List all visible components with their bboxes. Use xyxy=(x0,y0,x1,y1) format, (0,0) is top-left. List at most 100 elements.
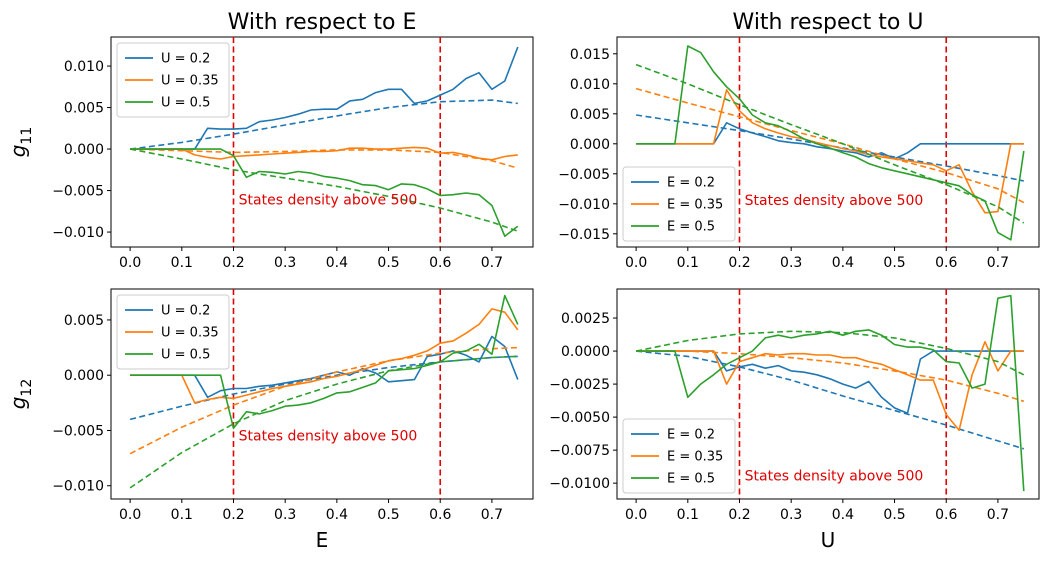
legend-label: E = 0.5 xyxy=(667,220,715,235)
x-tick-label: 0.7 xyxy=(987,255,1009,271)
plot-frame xyxy=(616,36,1040,248)
x-tick-label: 0.3 xyxy=(274,507,296,523)
fit-line-2 xyxy=(635,63,1025,224)
legend-label: E = 0.2 xyxy=(667,428,715,443)
density-annotation: States density above 500 xyxy=(745,469,924,485)
y-tick-label: −0.015 xyxy=(558,227,610,243)
y-tick-label: −0.0075 xyxy=(549,443,610,459)
x-tick-label: 0.2 xyxy=(222,507,244,523)
density-annotation: States density above 500 xyxy=(239,428,418,444)
y-tick-label: −0.010 xyxy=(52,225,104,241)
density-annotation: States density above 500 xyxy=(745,193,924,209)
y-tick-label: −0.0100 xyxy=(549,476,610,492)
legend-label: U = 0.2 xyxy=(161,52,210,67)
x-tick-label: 0.6 xyxy=(935,255,957,271)
x-tick-label: 0.4 xyxy=(326,507,348,523)
x-tick-label: 0.3 xyxy=(780,507,802,523)
series-line-1 xyxy=(130,308,519,404)
density-annotation: States density above 500 xyxy=(239,193,418,209)
y-tick-label: −0.0050 xyxy=(549,410,610,426)
x-tick-label: 0.0 xyxy=(625,507,647,523)
y-tick-label: −0.010 xyxy=(558,197,610,213)
legend-label: E = 0.35 xyxy=(667,450,723,465)
y-tick-label: 0.000 xyxy=(64,142,104,158)
series-line-2 xyxy=(636,45,1025,241)
fit-line-2 xyxy=(129,355,518,489)
x-tick-label: 0.3 xyxy=(780,255,802,271)
fit-line-0 xyxy=(636,350,1025,450)
legend-label: U = 0.2 xyxy=(161,304,210,319)
y-tick-label: 0.010 xyxy=(570,77,610,93)
y-tick-label: 0.0000 xyxy=(561,344,610,360)
x-tick-label: 0.5 xyxy=(377,255,399,271)
x-tick-label: 0.2 xyxy=(728,255,750,271)
y-tick-label: −0.0025 xyxy=(549,377,610,393)
x-tick-label: 0.2 xyxy=(222,255,244,271)
x-axis-label: U xyxy=(821,528,836,552)
y-tick-label: 0.010 xyxy=(64,59,104,75)
panel-g12-vs-U: States density above 500 0.0 0.1 0.2 0.3 0.4 0… xyxy=(549,288,1040,552)
fit-line-1 xyxy=(130,148,519,169)
x-tick-label: 0.6 xyxy=(429,255,451,271)
x-tick-label: 0.1 xyxy=(677,255,699,271)
x-tick-label: 0.2 xyxy=(728,507,750,523)
panel-g11-vs-U: States density above 500 0.0 0.1 0.2 0.3 0.4 0… xyxy=(558,10,1040,271)
series-line-2 xyxy=(636,294,1025,492)
panel-title: With respect to U xyxy=(733,10,924,35)
x-tick-label: 0.0 xyxy=(119,507,141,523)
y-tick-label: 0.000 xyxy=(64,368,104,384)
y-tick-label: −0.010 xyxy=(52,479,104,495)
series-line-2 xyxy=(130,294,519,430)
y-axis-label: g12 xyxy=(6,379,35,410)
x-tick-label: 0.7 xyxy=(481,255,503,271)
x-tick-label: 0.1 xyxy=(677,507,699,523)
legend-box xyxy=(116,42,230,118)
x-tick-label: 0.7 xyxy=(987,507,1009,523)
legend-label: E = 0.5 xyxy=(667,472,715,487)
x-tick-label: 0.7 xyxy=(481,507,503,523)
series-line-1 xyxy=(636,340,1024,432)
x-tick-label: 0.3 xyxy=(274,255,296,271)
plot-frame xyxy=(110,288,534,500)
series-line-1 xyxy=(130,146,518,161)
fit-line-2 xyxy=(635,330,1025,376)
y-tick-label: 0.000 xyxy=(570,137,610,153)
x-tick-label: 0.6 xyxy=(429,507,451,523)
fit-line-2 xyxy=(129,148,519,232)
legend-box xyxy=(622,166,736,242)
y-tick-label: 0.015 xyxy=(570,47,610,63)
panel-g11-vs-E: States density above 500 0.0 0.1 0.2 0.3 0.4 0… xyxy=(6,10,534,271)
y-tick-label: 0.0025 xyxy=(561,311,610,327)
x-tick-label: 0.5 xyxy=(377,507,399,523)
y-tick-label: −0.005 xyxy=(52,423,104,439)
y-tick-label: −0.005 xyxy=(52,184,104,200)
legend-box xyxy=(622,418,736,494)
x-tick-label: 0.0 xyxy=(625,255,647,271)
panel-g12-vs-E: States density above 500 0.0 0.1 0.2 0.3 0.4 0… xyxy=(6,288,534,552)
series-line-1 xyxy=(636,88,1024,214)
x-tick-label: 0.5 xyxy=(883,507,905,523)
y-tick-label: 0.005 xyxy=(64,101,104,117)
x-tick-label: 0.0 xyxy=(119,255,141,271)
y-tick-label: −0.005 xyxy=(558,167,610,183)
legend-label: E = 0.2 xyxy=(667,176,715,191)
fit-line-0 xyxy=(129,99,518,150)
x-tick-label: 0.1 xyxy=(171,507,193,523)
legend-label: U = 0.35 xyxy=(161,326,219,341)
plot-frame xyxy=(616,288,1040,500)
legend-label: U = 0.35 xyxy=(161,74,219,89)
panel-title: With respect to E xyxy=(228,10,417,35)
x-tick-label: 0.4 xyxy=(832,255,854,271)
legend-label: U = 0.5 xyxy=(161,96,210,111)
y-tick-label: 0.005 xyxy=(64,313,104,329)
x-tick-label: 0.1 xyxy=(171,255,193,271)
x-tick-label: 0.5 xyxy=(883,255,905,271)
x-axis-label: E xyxy=(316,528,329,552)
x-tick-label: 0.4 xyxy=(326,255,348,271)
y-tick-label: 0.005 xyxy=(570,107,610,123)
plot-frame xyxy=(110,36,534,248)
x-tick-label: 0.4 xyxy=(832,507,854,523)
x-tick-label: 0.6 xyxy=(935,507,957,523)
legend-box xyxy=(116,294,230,370)
